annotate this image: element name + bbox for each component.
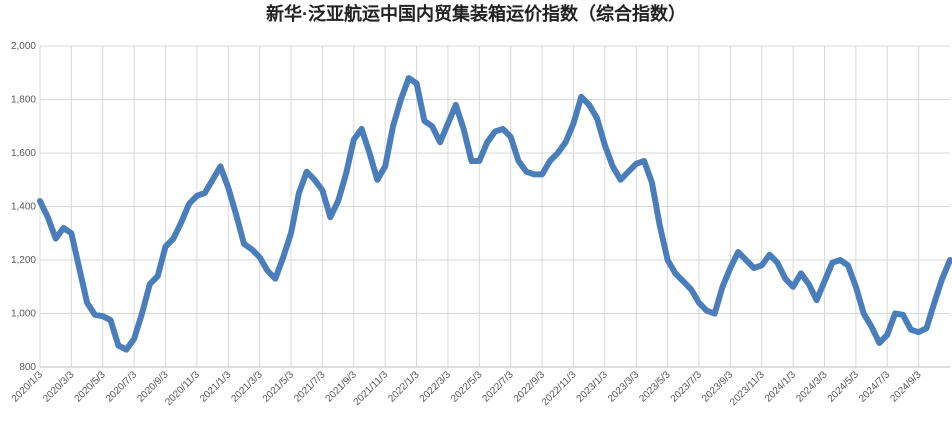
x-tick-label: 2023/5/3 [637, 369, 673, 405]
x-tick-label: 2024/1/3 [763, 369, 799, 405]
y-tick-label: 1,200 [11, 255, 36, 266]
y-tick-label: 1,400 [11, 202, 36, 213]
chart-title: 新华·泛亚航运中国内贸集装箱运价指数（综合指数） [266, 3, 686, 24]
x-tick-label: 2022/7/3 [480, 369, 516, 405]
x-tick-label: 2020/3/3 [41, 369, 77, 405]
line-series [37, 75, 952, 353]
y-tick-label: 1,600 [11, 148, 36, 159]
x-tick-label: 2022/5/3 [449, 369, 485, 405]
x-tick-label: 2024/9/3 [888, 369, 924, 405]
x-tick-label: 2021/11/3 [352, 369, 391, 408]
x-tick-label: 2024/3/3 [794, 369, 830, 405]
x-tick-label: 2023/3/3 [606, 369, 642, 405]
x-tick-label: 2020/7/3 [104, 369, 140, 405]
x-tick-label: 2022/3/3 [418, 369, 454, 405]
x-tick-label: 2023/1/3 [575, 369, 611, 405]
x-tick-label: 2024/5/3 [826, 369, 862, 405]
x-tick-label: 2023/7/3 [669, 369, 705, 405]
y-tick-label: 800 [19, 362, 36, 373]
x-tick-label: 2022/11/3 [540, 369, 579, 408]
x-tick-label: 2020/11/3 [163, 369, 202, 408]
x-tick-label: 2024/7/3 [857, 369, 893, 405]
y-tick-label: 1,000 [11, 309, 36, 320]
x-tick-label: 2020/1/3 [10, 369, 46, 405]
y-tick-label: 2,000 [11, 41, 36, 52]
x-tick-label: 2021/3/3 [229, 369, 265, 405]
x-tick-label: 2021/7/3 [292, 369, 328, 405]
x-tick-label: 2023/11/3 [728, 369, 767, 408]
x-tick-label: 2021/1/3 [198, 369, 234, 405]
y-tick-label: 1,800 [11, 95, 36, 106]
x-tick-label: 2021/5/3 [261, 369, 297, 405]
x-tick-label: 2020/5/3 [73, 369, 109, 405]
x-tick-label: 2022/1/3 [386, 369, 422, 405]
